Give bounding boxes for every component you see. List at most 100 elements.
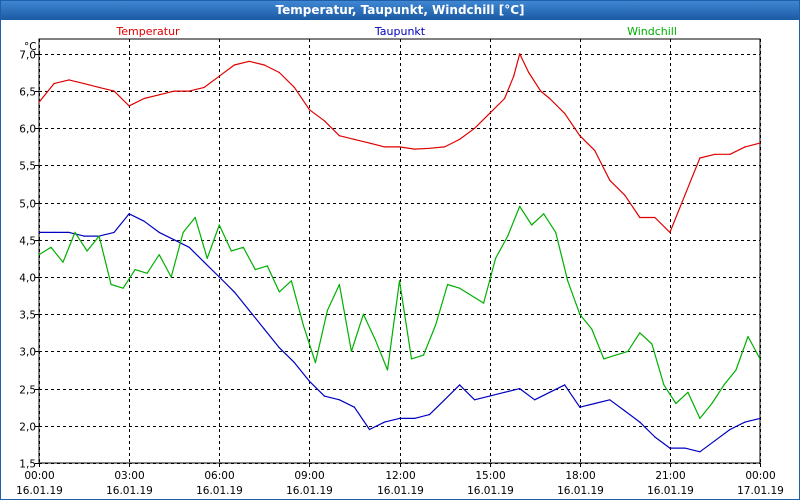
data-point-temperatur — [203, 86, 205, 88]
data-point-windchill — [38, 254, 40, 256]
data-point-taupunkt — [53, 231, 55, 233]
data-point-temperatur — [564, 112, 566, 114]
x-tick-time: 09:00 — [294, 470, 324, 482]
data-point-windchill — [627, 350, 629, 352]
data-point-taupunkt — [83, 235, 85, 237]
x-tick-time: 15:00 — [475, 470, 505, 482]
data-point-temperatur — [398, 146, 401, 148]
data-point-taupunkt — [128, 213, 130, 215]
data-point-temperatur — [233, 64, 235, 66]
y-tick-label: 5,5 — [19, 161, 36, 173]
data-point-taupunkt — [759, 417, 761, 419]
data-point-windchill — [434, 324, 437, 326]
data-point-temperatur — [128, 105, 130, 107]
data-point-windchill — [170, 276, 172, 278]
data-point-windchill — [422, 354, 425, 356]
data-point-taupunkt — [684, 447, 686, 449]
y-tick-label: 6,0 — [19, 124, 36, 136]
data-point-windchill — [386, 369, 389, 371]
y-tick-label: 2,5 — [19, 385, 36, 397]
data-point-windchill — [531, 224, 533, 226]
data-point-taupunkt — [639, 421, 641, 423]
data-point-temperatur — [413, 148, 416, 150]
data-point-taupunkt — [564, 384, 566, 386]
data-point-taupunkt — [113, 231, 115, 233]
data-point-windchill — [747, 335, 749, 338]
y-axis: 1,5 2,0 2,5 3,0 3,5 4,0 4,5 5,0 5,5 6,0 6,5 7,0 — [19, 50, 39, 471]
data-point-taupunkt — [594, 402, 596, 405]
data-point-windchill — [98, 235, 100, 237]
y-tick-label: 6,5 — [19, 87, 36, 99]
legend-windchill: Windchill — [627, 25, 677, 38]
data-point-windchill — [711, 402, 713, 405]
data-point-taupunkt — [504, 391, 506, 393]
data-point-temperatur — [624, 194, 626, 196]
data-point-windchill — [158, 254, 160, 256]
legend-temperatur: Temperatur — [115, 25, 180, 38]
y-tick-label: 4,0 — [19, 273, 36, 285]
data-point-windchill — [615, 354, 617, 356]
data-point-temperatur — [383, 146, 386, 148]
data-point-temperatur — [293, 86, 295, 88]
data-point-temperatur — [173, 90, 175, 92]
data-point-temperatur — [248, 60, 250, 62]
data-point-windchill — [759, 358, 761, 360]
data-point-windchill — [579, 313, 581, 315]
data-point-windchill — [471, 295, 473, 297]
data-point-windchill — [350, 350, 352, 352]
data-point-windchill — [507, 235, 509, 237]
data-point-taupunkt — [293, 362, 295, 364]
series-lines — [38, 53, 761, 453]
data-point-taupunkt — [714, 440, 716, 442]
data-point-windchill — [675, 402, 677, 405]
data-point-windchill — [338, 283, 340, 286]
data-point-temperatur — [744, 146, 746, 148]
data-point-windchill — [278, 291, 280, 293]
data-point-windchill — [483, 302, 485, 304]
data-point-windchill — [62, 261, 64, 263]
x-tick-date: 16.01.19 — [647, 485, 694, 497]
data-point-temperatur — [579, 135, 581, 137]
data-point-taupunkt — [383, 421, 386, 423]
y-tick-label: 7,0 — [19, 50, 36, 62]
data-point-temperatur — [428, 147, 431, 149]
data-point-taupunkt — [474, 399, 476, 401]
data-point-temperatur — [549, 97, 551, 100]
data-point-windchill — [459, 287, 461, 289]
data-point-taupunkt — [624, 410, 626, 412]
data-point-windchill — [735, 369, 737, 371]
data-point-taupunkt — [233, 291, 235, 293]
data-point-windchill — [603, 358, 605, 360]
data-point-taupunkt — [323, 395, 325, 397]
data-point-taupunkt — [489, 395, 491, 397]
data-point-temperatur — [729, 153, 731, 155]
data-point-temperatur — [540, 90, 542, 92]
data-point-windchill — [122, 287, 124, 289]
data-point-windchill — [374, 339, 377, 341]
data-point-windchill — [74, 231, 76, 233]
x-tick-time: 00:00 — [745, 470, 775, 482]
data-point-temperatur — [669, 231, 671, 233]
data-point-temperatur — [513, 75, 515, 77]
data-point-temperatur — [639, 216, 641, 219]
x-tick-date: 17.01.19 — [737, 485, 784, 497]
data-point-taupunkt — [278, 347, 280, 349]
data-point-taupunkt — [203, 261, 205, 263]
legend-taupunkt: Taupunkt — [374, 25, 426, 38]
data-point-taupunkt — [398, 417, 401, 419]
data-point-taupunkt — [263, 328, 265, 330]
data-point-windchill — [687, 391, 689, 393]
data-point-windchill — [206, 257, 208, 259]
data-point-temperatur — [654, 216, 656, 219]
x-tick-date: 16.01.19 — [377, 485, 424, 497]
data-point-windchill — [242, 246, 244, 248]
data-point-temperatur — [68, 79, 70, 81]
data-point-taupunkt — [579, 406, 581, 408]
data-point-windchill — [699, 417, 701, 419]
data-point-windchill — [398, 280, 401, 282]
x-tick-date: 16.01.19 — [16, 485, 63, 497]
data-point-taupunkt — [534, 399, 536, 401]
data-point-windchill — [663, 384, 665, 386]
data-point-windchill — [146, 272, 148, 274]
